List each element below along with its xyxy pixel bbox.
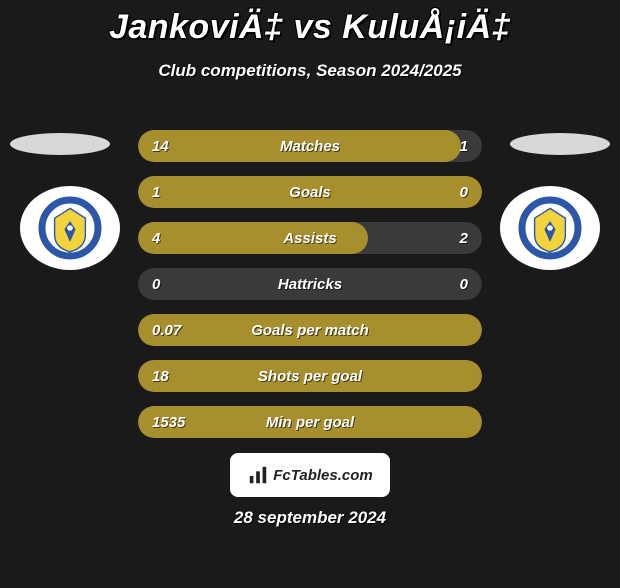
stat-label: Goals [138,184,482,201]
club-badge-right [500,186,600,270]
stat-label: Hattricks [138,276,482,293]
stat-row: 14Matches1 [138,130,482,162]
stat-label: Assists [138,230,482,247]
brand-box[interactable]: FcTables.com [230,453,390,497]
page-title: JankoviÄ‡ vs KuluÅ¡iÄ‡ [0,8,620,47]
stat-right-value: 0 [460,184,468,201]
stat-row: 4Assists2 [138,222,482,254]
stat-label: Shots per goal [138,368,482,385]
stat-row: 1535Min per goal [138,406,482,438]
subtitle: Club competitions, Season 2024/2025 [0,61,620,81]
stat-row: 18Shots per goal [138,360,482,392]
brand-label: FcTables.com [273,467,372,484]
club-badge-left [20,186,120,270]
stat-row: 1Goals0 [138,176,482,208]
stat-label: Goals per match [138,322,482,339]
rijeka-crest-icon [35,193,105,263]
player-shadow-right [510,133,610,155]
stat-row: 0Hattricks0 [138,268,482,300]
stat-label: Min per goal [138,414,482,431]
player-shadow-left [10,133,110,155]
rijeka-crest-icon [515,193,585,263]
date-label: 28 september 2024 [0,508,620,528]
stat-row: 0.07Goals per match [138,314,482,346]
stats-container: 14Matches11Goals04Assists20Hattricks00.0… [138,130,482,452]
bar-chart-icon [247,464,269,486]
stat-right-value: 0 [460,276,468,293]
stat-label: Matches [138,138,482,155]
stat-right-value: 1 [460,138,468,155]
stat-right-value: 2 [460,230,468,247]
